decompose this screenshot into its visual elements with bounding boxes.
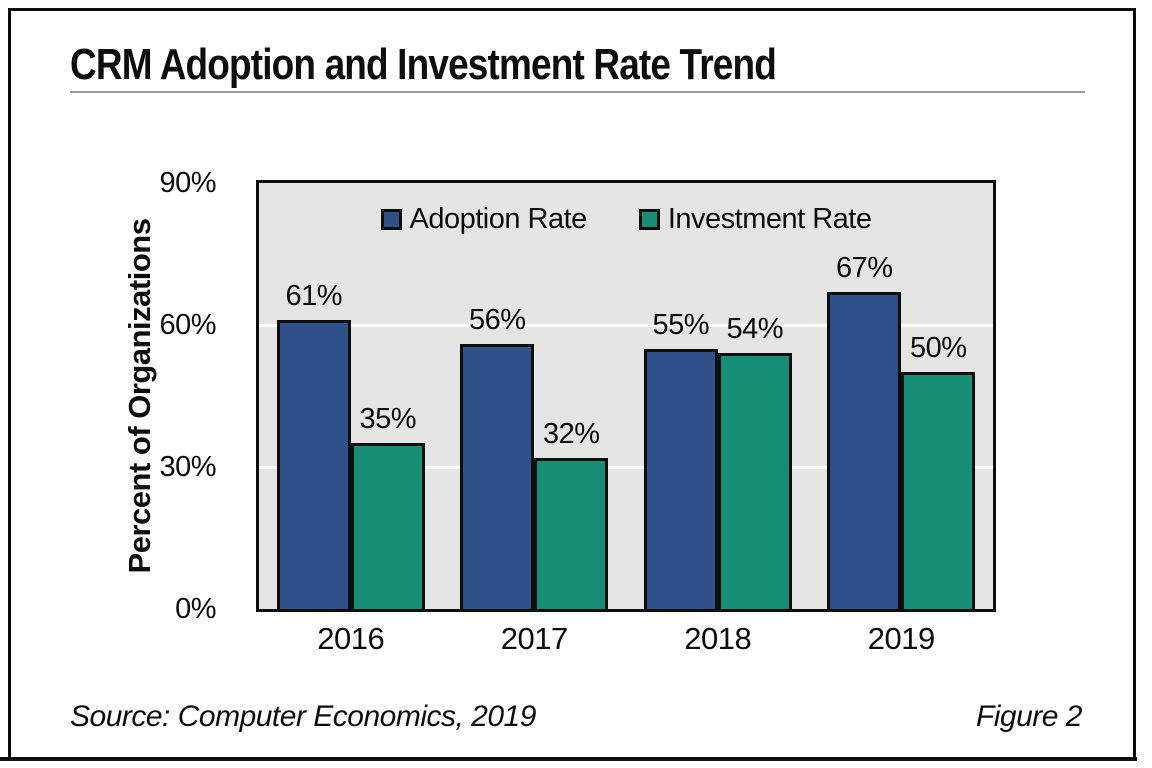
- bar-value-label: 56%: [468, 304, 526, 336]
- gridline-30: [259, 465, 993, 469]
- legend-label: Adoption Rate: [409, 202, 588, 235]
- bar-value-label: 55%: [652, 309, 710, 341]
- page-bottom-edge: [0, 757, 1137, 761]
- bar-value-label: 67%: [835, 252, 893, 284]
- y-tick-60: 60%: [159, 309, 216, 341]
- title-divider: [70, 91, 1085, 93]
- bar-investment-rate-2017: [534, 458, 609, 609]
- bar-adoption-rate-2017: [460, 344, 535, 609]
- legend-swatch-icon: [638, 208, 660, 230]
- x-tick-2016: 2016: [317, 621, 385, 656]
- bar-adoption-rate-2018: [643, 349, 718, 609]
- legend-label: Investment Rate: [667, 202, 872, 235]
- legend-item-adoption-rate: Adoption Rate: [380, 202, 588, 236]
- bar-value-label: 50%: [909, 332, 967, 364]
- chart-title: CRM Adoption and Investment Rate Trend: [70, 40, 777, 89]
- bar-adoption-rate-2016: [276, 320, 351, 609]
- bar-value-label: 61%: [285, 280, 343, 312]
- legend-swatch-icon: [380, 208, 402, 230]
- legend-item-investment-rate: Investment Rate: [638, 202, 872, 236]
- x-tick-2018: 2018: [684, 621, 752, 656]
- x-tick-2017: 2017: [500, 621, 568, 656]
- y-tick-30: 30%: [159, 451, 216, 483]
- gridline-60: [259, 323, 993, 327]
- bar-value-label: 32%: [542, 418, 600, 450]
- y-tick-0: 0%: [175, 593, 216, 625]
- bar-value-label: 54%: [726, 313, 784, 345]
- bar-investment-rate-2019: [901, 372, 976, 609]
- figure-label: Figure 2: [975, 700, 1083, 733]
- bar-value-label: 35%: [359, 403, 417, 435]
- bar-investment-rate-2018: [717, 353, 792, 609]
- source-note: Source: Computer Economics, 2019: [70, 700, 536, 733]
- x-tick-2019: 2019: [867, 621, 935, 656]
- y-tick-90: 90%: [159, 167, 216, 199]
- bar-adoption-rate-2019: [827, 292, 902, 609]
- chart-legend: Adoption Rate Investment Rate: [259, 203, 993, 235]
- bar-investment-rate-2016: [350, 443, 425, 609]
